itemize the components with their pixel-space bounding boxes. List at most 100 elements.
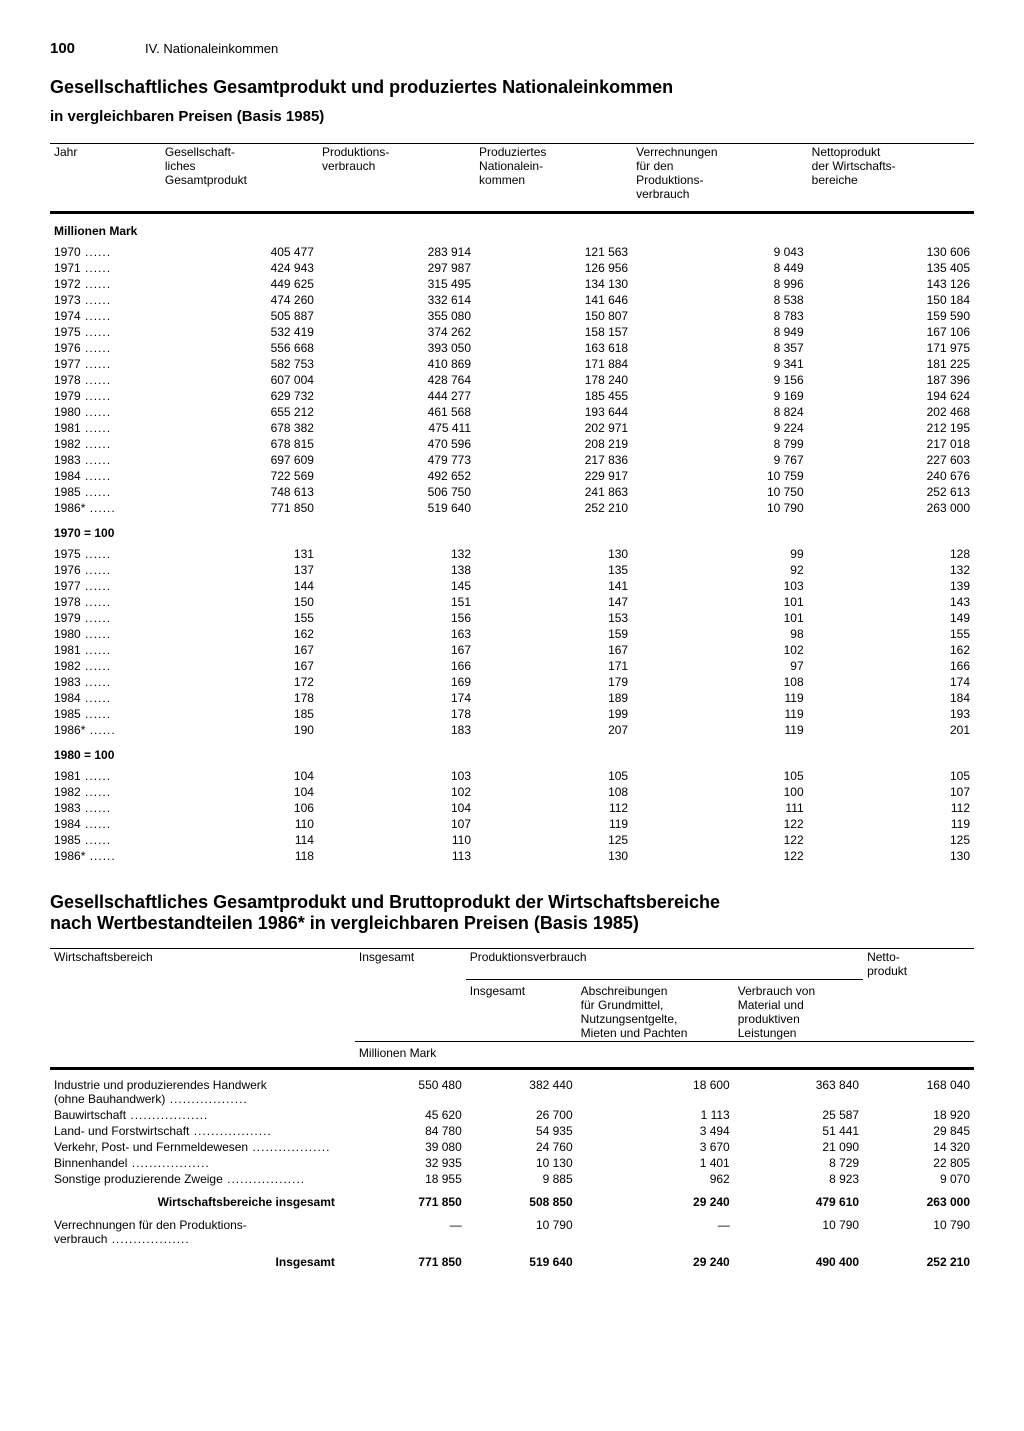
- table-row: 1971424 943297 987126 9568 449135 405: [50, 260, 974, 276]
- table-cell: 1983: [50, 452, 161, 468]
- table-cell: 771 850: [355, 1247, 466, 1270]
- table-cell: 166: [318, 658, 475, 674]
- table-cell: 29 240: [577, 1247, 734, 1270]
- table-cell: 1981: [50, 768, 161, 784]
- table-cell: 9 156: [632, 372, 808, 388]
- table-cell: 678 382: [161, 420, 318, 436]
- table-row: 1986*771 850519 640252 21010 790263 000: [50, 500, 974, 516]
- table-row: 197513113213099128: [50, 546, 974, 562]
- table-cell: 8 996: [632, 276, 808, 292]
- table-cell: 263 000: [808, 500, 974, 516]
- table-cell: 122: [632, 816, 808, 832]
- table-cell: 519 640: [466, 1247, 577, 1270]
- table-row: 1974505 887355 080150 8078 783159 590: [50, 308, 974, 324]
- table-cell: 151: [318, 594, 475, 610]
- table-cell: 1984: [50, 816, 161, 832]
- table-2-sub-header: [50, 979, 355, 1041]
- table-cell: 201: [808, 722, 974, 738]
- table-cell: 97: [632, 658, 808, 674]
- table-cell: 166: [808, 658, 974, 674]
- table-cell: 1974: [50, 308, 161, 324]
- table-cell: Verrechnungen für den Produktions- verbr…: [50, 1210, 355, 1247]
- table-cell: 193: [808, 706, 974, 722]
- table-cell: 183: [318, 722, 475, 738]
- table-2-unit-label: Millionen Mark: [355, 1041, 974, 1061]
- table-cell: 10 790: [632, 500, 808, 516]
- table-row: 1984178174189119184: [50, 690, 974, 706]
- table-row: 198216716617197166: [50, 658, 974, 674]
- table-cell: 208 219: [475, 436, 632, 452]
- table-cell: 159 590: [808, 308, 974, 324]
- table-row: 1972449 625315 495134 1308 996143 126: [50, 276, 974, 292]
- table-cell: 607 004: [161, 372, 318, 388]
- table-cell: 14 320: [863, 1139, 974, 1155]
- section-label: IV. Nationaleinkommen: [145, 41, 278, 56]
- table-cell: 171 975: [808, 340, 974, 356]
- table-cell: 125: [475, 832, 632, 848]
- table-cell: 159: [475, 626, 632, 642]
- table-cell: 8 538: [632, 292, 808, 308]
- table-cell: 163: [318, 626, 475, 642]
- table-cell: 1975: [50, 546, 161, 562]
- table-cell: 130: [475, 848, 632, 864]
- table-cell: 178: [318, 706, 475, 722]
- table-1-col-header: Produktions- verbrauch: [318, 144, 475, 206]
- table-cell: 153: [475, 610, 632, 626]
- table-1-col-header: Produziertes Nationalein- kommen: [475, 144, 632, 206]
- table-cell: 1984: [50, 690, 161, 706]
- table-cell: 678 815: [161, 436, 318, 452]
- table-cell: 54 935: [466, 1123, 577, 1139]
- table-cell: 119: [632, 722, 808, 738]
- table-cell: 29 845: [863, 1123, 974, 1139]
- table-cell: 149: [808, 610, 974, 626]
- table-cell: 139: [808, 578, 974, 594]
- table-cell: 112: [808, 800, 974, 816]
- table-cell: 187 396: [808, 372, 974, 388]
- table-cell: 1983: [50, 800, 161, 816]
- table-row: 1981678 382475 411202 9719 224212 195: [50, 420, 974, 436]
- table-1-col-header: Nettoprodukt der Wirtschafts- bereiche: [808, 144, 974, 206]
- table-cell: 8 357: [632, 340, 808, 356]
- table-cell: 1981: [50, 642, 161, 658]
- table-cell: 32 935: [355, 1155, 466, 1171]
- table-row: 1975532 419374 262158 1578 949167 106: [50, 324, 974, 340]
- title-2: Gesellschaftliches Gesamtprodukt und Bru…: [50, 892, 974, 934]
- table-cell: 107: [318, 816, 475, 832]
- table-cell: 374 262: [318, 324, 475, 340]
- table-cell: 1986*: [50, 722, 161, 738]
- table-cell: 550 480: [355, 1068, 466, 1107]
- table-cell: 178: [161, 690, 318, 706]
- table-cell: 252 613: [808, 484, 974, 500]
- table-cell: 490 400: [734, 1247, 863, 1270]
- table-cell: 108: [632, 674, 808, 690]
- table-cell: 132: [318, 546, 475, 562]
- table-cell: 174: [318, 690, 475, 706]
- table-cell: 163 618: [475, 340, 632, 356]
- table-cell: 9 070: [863, 1171, 974, 1187]
- table-cell: 24 760: [466, 1139, 577, 1155]
- table-cell: 105: [632, 768, 808, 784]
- table-2-sub-header: Verbrauch von Material und produktiven L…: [734, 979, 863, 1041]
- table-cell: 143 126: [808, 276, 974, 292]
- table-cell: 217 836: [475, 452, 632, 468]
- table-cell: 508 850: [466, 1187, 577, 1210]
- table-cell: 167: [161, 658, 318, 674]
- table-cell: 1981: [50, 420, 161, 436]
- table-cell: 100: [632, 784, 808, 800]
- table-cell: 108: [475, 784, 632, 800]
- table-cell: 428 764: [318, 372, 475, 388]
- table-cell: 8 923: [734, 1171, 863, 1187]
- table-cell: Wirtschaftsbereiche insgesamt: [50, 1187, 355, 1210]
- table-cell: 1 401: [577, 1155, 734, 1171]
- table-cell: 207: [475, 722, 632, 738]
- table-row: 1985114110125122125: [50, 832, 974, 848]
- table-cell: 8 949: [632, 324, 808, 340]
- table-cell: 9 767: [632, 452, 808, 468]
- table-row: Verrechnungen für den Produktions- verbr…: [50, 1210, 974, 1247]
- table-cell: 382 440: [466, 1068, 577, 1107]
- table-cell: 9 043: [632, 244, 808, 260]
- table-cell: 155: [161, 610, 318, 626]
- table-cell: 1982: [50, 784, 161, 800]
- table-cell: 185: [161, 706, 318, 722]
- table-row: 1986*118113130122130: [50, 848, 974, 864]
